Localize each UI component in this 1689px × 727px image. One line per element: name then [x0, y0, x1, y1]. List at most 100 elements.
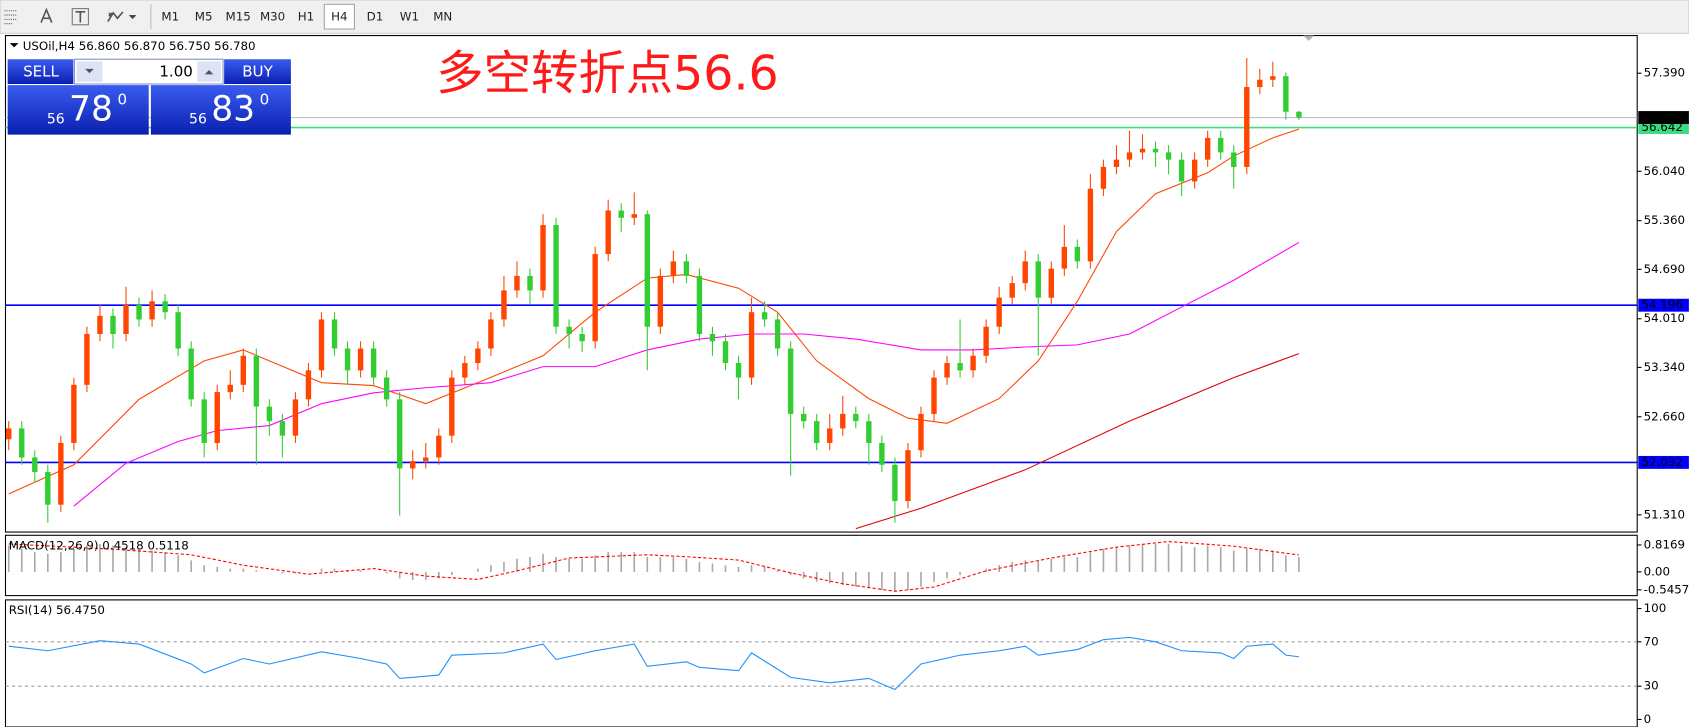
candle-body	[853, 413, 859, 422]
candle-body	[996, 297, 1002, 327]
label-icon[interactable]	[71, 8, 89, 26]
timeframe-button[interactable]: M15	[225, 10, 250, 24]
candle-body	[1139, 148, 1146, 153]
timeframe-button[interactable]: M5	[195, 10, 213, 24]
candle-body	[1257, 79, 1263, 88]
timeframe-button[interactable]: W1	[400, 10, 419, 24]
toolbar-icons	[4, 4, 152, 30]
y-tick-label: 70	[1644, 634, 1659, 648]
bid-price-box[interactable]	[7, 85, 149, 135]
ask-price-box[interactable]	[150, 85, 291, 135]
candle-body	[279, 421, 286, 436]
candle-body	[1296, 111, 1302, 118]
y-tick-label: 57.390	[1644, 66, 1685, 80]
price-level-tag	[1638, 455, 1689, 469]
candle-body	[970, 355, 976, 371]
timeframe-button[interactable]: MN	[433, 10, 452, 24]
candle-body	[1204, 137, 1211, 160]
main-chart-window	[4, 35, 1638, 533]
candle-body	[423, 457, 429, 462]
candle-body	[918, 413, 924, 451]
candle-body	[618, 210, 624, 218]
candle-body	[527, 275, 533, 291]
candle-body	[892, 464, 898, 502]
candle-body	[383, 377, 390, 400]
candle-body	[1165, 152, 1172, 160]
lots-value: 1.00	[159, 63, 193, 81]
candle-body	[722, 341, 729, 364]
candle-body	[45, 471, 51, 505]
candle-body	[1074, 246, 1081, 262]
y-tick-label: 53.340	[1644, 360, 1685, 374]
candle-body	[1087, 188, 1094, 262]
chart-title: USOil,H4 56.860 56.870 56.750 56.780	[23, 39, 256, 53]
candle-body	[1048, 268, 1054, 298]
text-icon[interactable]	[40, 7, 53, 23]
candle-body	[1191, 159, 1198, 182]
timeframe-button[interactable]: D1	[367, 10, 384, 24]
candle-body	[475, 348, 481, 364]
macd-window	[4, 534, 1638, 597]
candle-body	[787, 348, 794, 414]
candle-body	[800, 413, 807, 422]
candle-body	[827, 428, 833, 443]
candle-body	[566, 326, 572, 334]
candle-body	[944, 363, 950, 378]
candle-body	[175, 312, 181, 349]
bid-big: 56	[47, 112, 65, 128]
dropdown-arrow[interactable]	[128, 14, 137, 20]
label-icon-glyph	[75, 11, 86, 23]
bid-label: 56.780	[1642, 110, 1683, 124]
price-level-tag	[1638, 298, 1689, 312]
candle-body	[879, 442, 885, 465]
candle-body	[931, 377, 937, 414]
price-level-label: 52.032	[1642, 455, 1683, 469]
candle-body	[344, 348, 351, 371]
candle-body	[201, 399, 207, 443]
y-tick-label: 100	[1644, 601, 1667, 615]
timeframe-button[interactable]: M1	[161, 10, 179, 24]
candle-body	[540, 225, 546, 291]
candle-body	[644, 214, 650, 327]
lots-down-arrow	[85, 68, 94, 74]
candle-body	[19, 428, 25, 458]
timeframe-button[interactable]: M30	[260, 10, 285, 24]
sell-button[interactable]	[7, 59, 74, 85]
y-tick-label: 55.360	[1644, 213, 1685, 227]
candle-body	[696, 275, 703, 334]
candle-body	[32, 457, 38, 472]
candle-body	[866, 421, 872, 443]
candle-body	[266, 406, 273, 422]
y-tick-label: 52.660	[1644, 409, 1685, 423]
sell-label: SELL	[23, 63, 59, 81]
candle-body	[905, 450, 911, 502]
candle-body	[501, 290, 507, 320]
y-tick-label: 0.00	[1644, 564, 1670, 578]
chart-shift-marker[interactable]	[1303, 35, 1315, 41]
candle-body	[214, 392, 220, 443]
candle-body	[136, 304, 142, 320]
active-timeframe	[323, 3, 355, 30]
timeframe-button[interactable]: H1	[298, 10, 314, 24]
timeframe-button[interactable]: H4	[331, 10, 347, 24]
candle-body	[253, 355, 260, 407]
objects-icon[interactable]	[107, 11, 124, 22]
toolbar	[0, 0, 1689, 34]
grip-icon[interactable]	[4, 10, 18, 25]
candle-body	[1009, 283, 1015, 298]
candle-body	[1283, 76, 1289, 112]
rsi-title: RSI(14) 56.4750	[9, 603, 105, 617]
candle-body	[488, 319, 494, 349]
buy-button[interactable]	[224, 59, 291, 85]
moving-average	[855, 353, 1300, 530]
candle-body	[1061, 246, 1068, 269]
axes: 57.390 56.040 55.360 54.690 54.010 53.340 52.6…	[1637, 66, 1689, 726]
candle-body	[631, 214, 637, 218]
candle-body	[683, 261, 690, 276]
candle-body	[1152, 148, 1159, 153]
macd-signal	[8, 540, 1299, 592]
candle-body	[240, 355, 246, 385]
y-tick-label: 51.310	[1644, 507, 1685, 521]
candle-body	[1218, 137, 1224, 153]
candle-body	[449, 377, 455, 436]
